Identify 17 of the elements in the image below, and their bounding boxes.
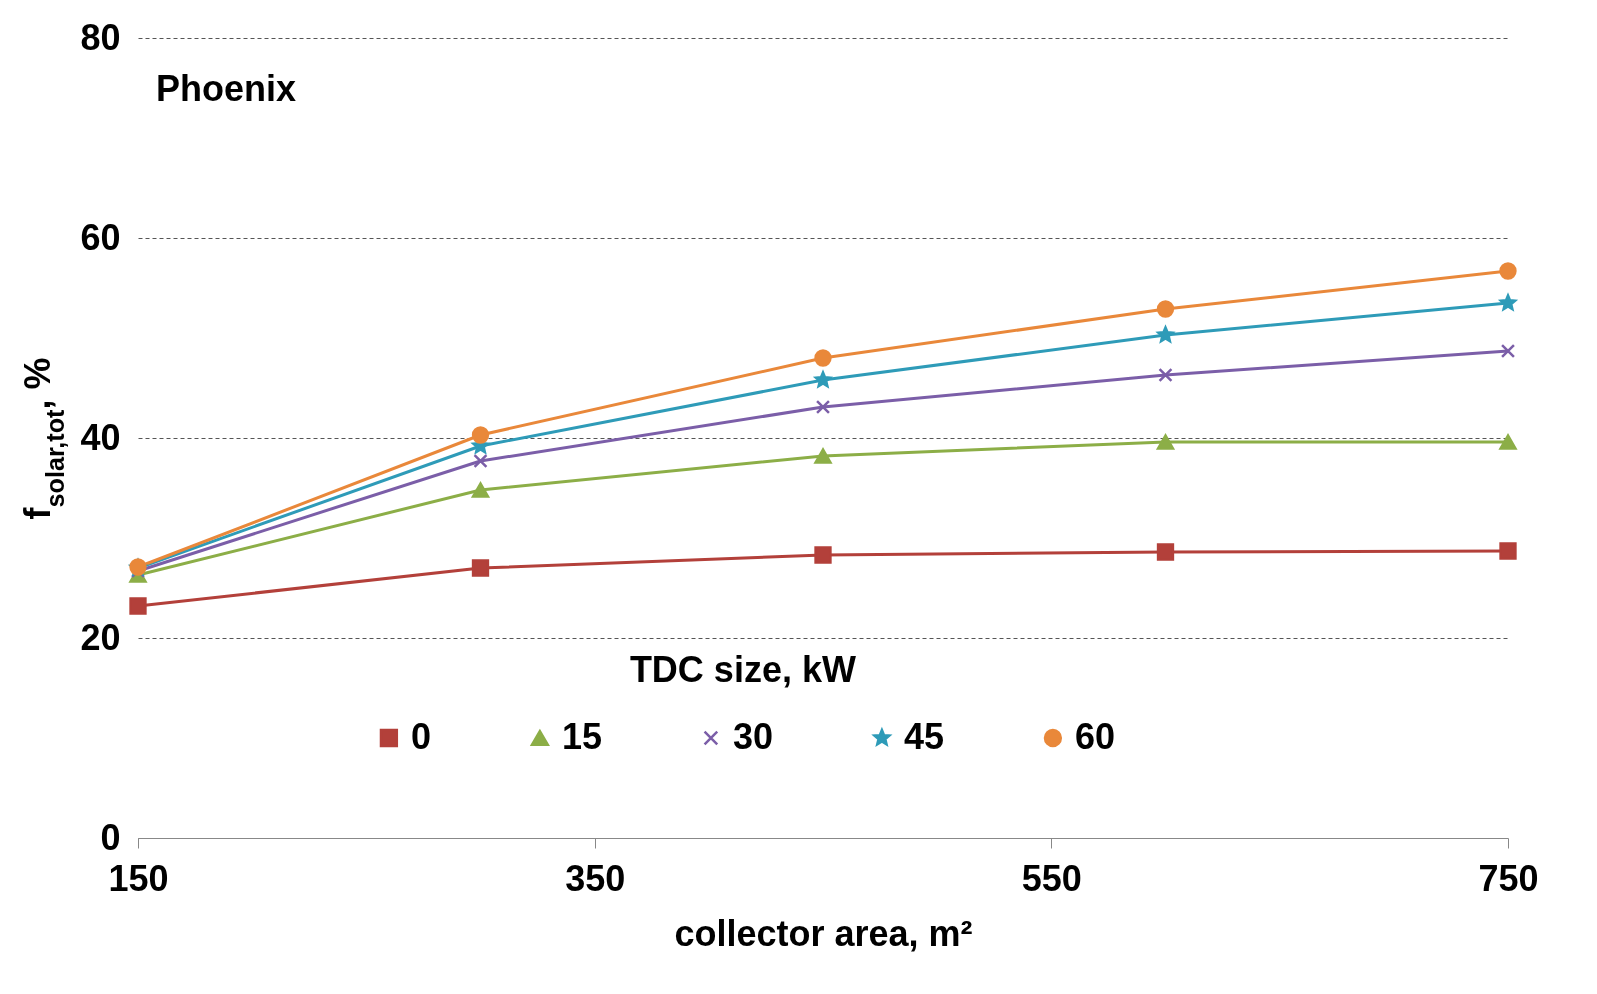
annotation: Phoenix [156, 68, 297, 109]
x-tick-label: 350 [565, 857, 626, 899]
legend-label: 15 [561, 716, 602, 757]
legend-label: 0 [410, 716, 431, 757]
legend-label: 30 [732, 716, 773, 757]
y-tick-label: 40 [80, 416, 121, 458]
x-tick-label: 150 [108, 857, 169, 899]
y-tick-label: 60 [80, 216, 121, 258]
y-tick-label: 0 [100, 816, 121, 858]
x-tick-label: 550 [1021, 857, 1082, 899]
y-tick-label: 20 [80, 616, 121, 658]
y-tick-label: 80 [80, 16, 121, 58]
legend-label: 60 [1074, 716, 1115, 757]
legend-label: 45 [903, 716, 944, 757]
legend-title: TDC size, kW [629, 649, 856, 690]
x-tick-label: 750 [1478, 857, 1539, 899]
x-axis-title: collector area, m² [674, 912, 973, 954]
